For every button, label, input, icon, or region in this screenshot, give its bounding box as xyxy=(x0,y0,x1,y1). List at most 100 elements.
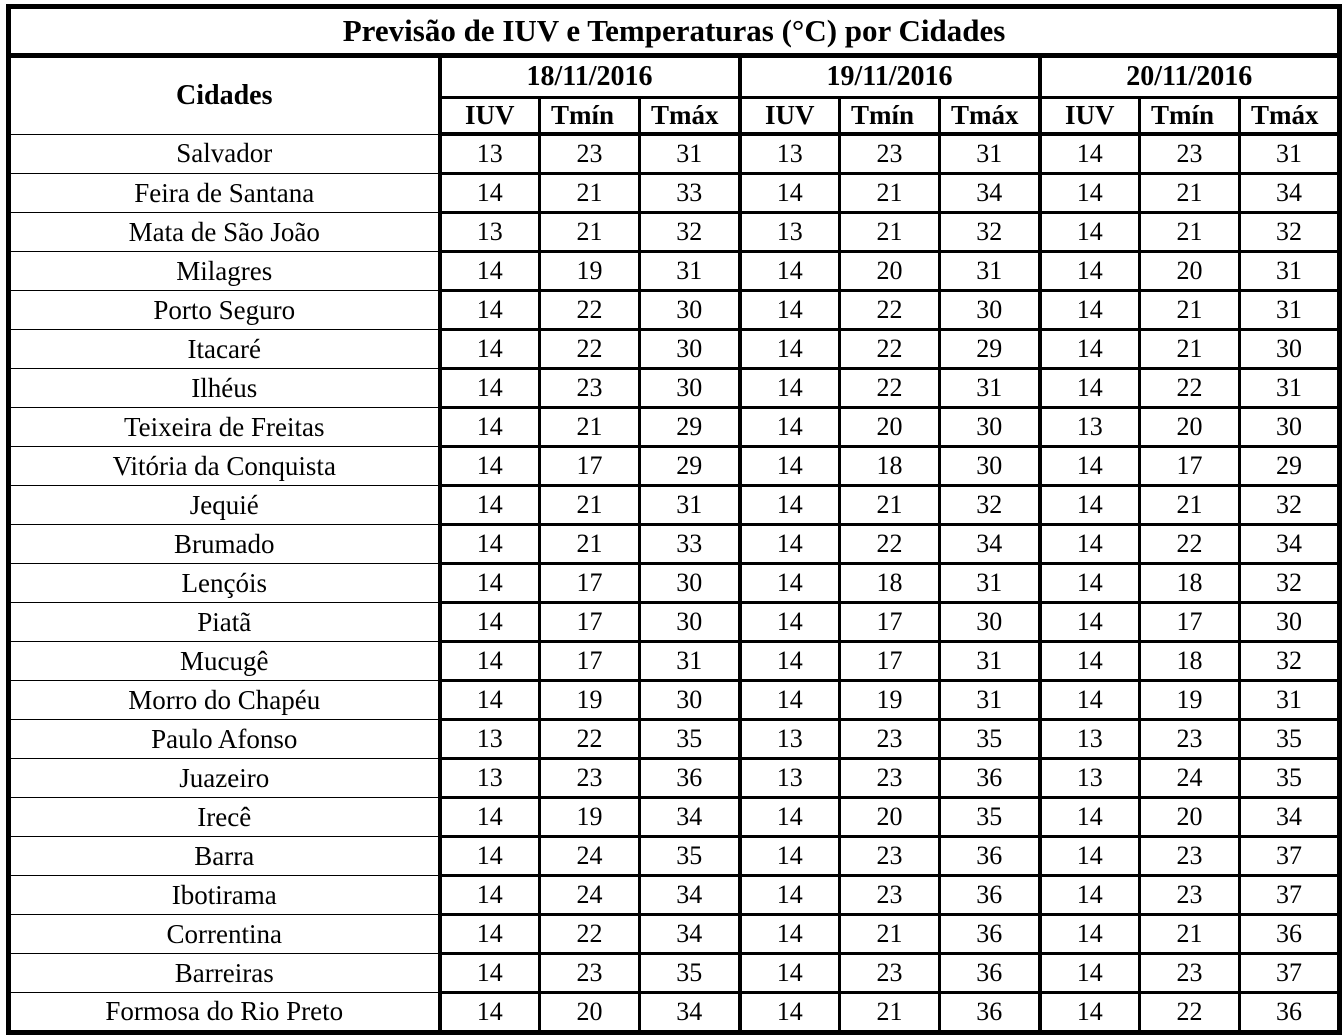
subheader-iuv-3: IUV xyxy=(1037,96,1141,136)
iuv-cell: 14 xyxy=(737,406,841,448)
table-row: Brumado 14 21 33 14 22 34 14 22 34 xyxy=(8,523,1342,565)
tmax-cell: 34 xyxy=(1237,172,1342,214)
table-row: Salvador 13 23 31 13 23 31 14 23 31 xyxy=(8,132,1342,175)
tmax-cell: 36 xyxy=(938,952,1041,994)
tmax-cell: 29 xyxy=(938,328,1041,370)
city-cell: Morro do Chapéu xyxy=(8,680,442,720)
iuv-cell: 13 xyxy=(437,718,541,760)
iuv-cell: 14 xyxy=(437,172,541,214)
tmax-cell: 30 xyxy=(1237,601,1342,643)
iuv-cell: 14 xyxy=(437,991,541,1034)
tmin-cell: 23 xyxy=(538,367,641,409)
tmin-cell: 19 xyxy=(538,679,641,721)
city-cell: Teixeira de Freitas xyxy=(8,407,442,447)
iuv-cell: 14 xyxy=(1037,952,1141,994)
iuv-cell: 14 xyxy=(437,562,541,604)
city-cell: Vitória da Conquista xyxy=(8,446,442,486)
tmax-cell: 34 xyxy=(938,523,1041,565)
tmax-cell: 37 xyxy=(1237,835,1342,877)
tmax-cell: 36 xyxy=(938,835,1041,877)
iuv-cell: 14 xyxy=(1037,601,1141,643)
table-row: Feira de Santana 14 21 33 14 21 34 14 21 34 xyxy=(8,172,1342,214)
iuv-cell: 14 xyxy=(737,328,841,370)
tmin-cell: 24 xyxy=(538,835,641,877)
tmax-cell: 35 xyxy=(1237,718,1342,760)
city-cell: Barreiras xyxy=(8,953,442,993)
iuv-cell: 14 xyxy=(737,874,841,916)
tmax-cell: 31 xyxy=(1237,367,1342,409)
tmax-cell: 30 xyxy=(638,679,741,721)
tmax-cell: 36 xyxy=(1237,913,1342,955)
subheader-tmin-3: Tmín xyxy=(1138,96,1241,136)
table-row: Juazeiro 13 23 36 13 23 36 13 24 35 xyxy=(8,757,1342,799)
iuv-cell: 13 xyxy=(737,757,841,799)
subheader-tmin-1: Tmín xyxy=(538,96,641,136)
tmax-cell: 30 xyxy=(638,289,741,331)
tmin-cell: 18 xyxy=(1138,640,1241,682)
iuv-cell: 14 xyxy=(737,523,841,565)
tmin-cell: 22 xyxy=(538,718,641,760)
tmin-cell: 21 xyxy=(538,523,641,565)
iuv-cell: 14 xyxy=(1037,445,1141,487)
tmin-cell: 21 xyxy=(1138,484,1241,526)
tmin-cell: 23 xyxy=(538,757,641,799)
tmax-cell: 29 xyxy=(638,406,741,448)
tmax-cell: 36 xyxy=(938,874,1041,916)
iuv-cell: 14 xyxy=(737,952,841,994)
tmax-cell: 31 xyxy=(1237,250,1342,292)
iuv-cell: 14 xyxy=(1037,562,1141,604)
tmin-cell: 17 xyxy=(838,601,941,643)
subheader-iuv-2: IUV xyxy=(737,96,841,136)
tmax-cell: 29 xyxy=(1237,445,1342,487)
tmin-cell: 17 xyxy=(538,640,641,682)
iuv-cell: 14 xyxy=(1037,679,1141,721)
tmin-cell: 21 xyxy=(838,172,941,214)
tmin-cell: 21 xyxy=(1138,913,1241,955)
table-row: Porto Seguro 14 22 30 14 22 30 14 21 31 xyxy=(8,289,1342,331)
tmin-cell: 18 xyxy=(838,562,941,604)
tmax-cell: 36 xyxy=(1237,991,1342,1034)
tmax-cell: 30 xyxy=(638,601,741,643)
iuv-cell: 13 xyxy=(437,211,541,253)
iuv-cell: 14 xyxy=(437,523,541,565)
tmin-cell: 22 xyxy=(838,367,941,409)
tmax-cell: 34 xyxy=(638,874,741,916)
tmax-cell: 35 xyxy=(938,796,1041,838)
tmax-cell: 34 xyxy=(638,991,741,1034)
city-cell: Irecê xyxy=(8,797,442,837)
city-cell: Piatã xyxy=(8,602,442,642)
tmin-cell: 17 xyxy=(538,601,641,643)
city-cell: Lençóis xyxy=(8,563,442,603)
city-cell: Ibotirama xyxy=(8,875,442,915)
iuv-cell: 14 xyxy=(1037,874,1141,916)
tmin-cell: 19 xyxy=(538,796,641,838)
iuv-cell: 14 xyxy=(437,445,541,487)
date-header-row: Cidades 18/11/2016 19/11/2016 20/11/2016 xyxy=(8,55,1340,134)
city-cell: Feira de Santana xyxy=(8,173,442,213)
tmax-cell: 31 xyxy=(938,640,1041,682)
tmin-cell: 22 xyxy=(538,913,641,955)
tmin-cell: 20 xyxy=(838,250,941,292)
tmin-cell: 23 xyxy=(1138,835,1241,877)
city-cell: Mucugê xyxy=(8,641,442,681)
tmax-cell: 37 xyxy=(1237,874,1342,916)
iuv-cell: 14 xyxy=(437,952,541,994)
tmin-cell: 21 xyxy=(838,913,941,955)
iuv-cell: 14 xyxy=(737,367,841,409)
tmax-cell: 32 xyxy=(1237,640,1342,682)
table-row: Itacaré 14 22 30 14 22 29 14 21 30 xyxy=(8,328,1342,370)
tmin-cell: 23 xyxy=(1138,132,1241,175)
tmax-cell: 37 xyxy=(1237,952,1342,994)
table-row: Formosa do Rio Preto 14 20 34 14 21 36 14 22 36 xyxy=(8,991,1342,1034)
tmax-cell: 35 xyxy=(638,952,741,994)
tmin-cell: 20 xyxy=(1138,250,1241,292)
tmin-cell: 23 xyxy=(838,874,941,916)
tmin-cell: 22 xyxy=(538,328,641,370)
tmax-cell: 31 xyxy=(638,132,741,175)
tmin-cell: 23 xyxy=(1138,874,1241,916)
table-row: Mucugê 14 17 31 14 17 31 14 18 32 xyxy=(8,640,1342,682)
tmax-cell: 31 xyxy=(938,250,1041,292)
iuv-cell: 14 xyxy=(1037,328,1141,370)
tmin-cell: 20 xyxy=(1138,406,1241,448)
iuv-cell: 14 xyxy=(737,991,841,1034)
